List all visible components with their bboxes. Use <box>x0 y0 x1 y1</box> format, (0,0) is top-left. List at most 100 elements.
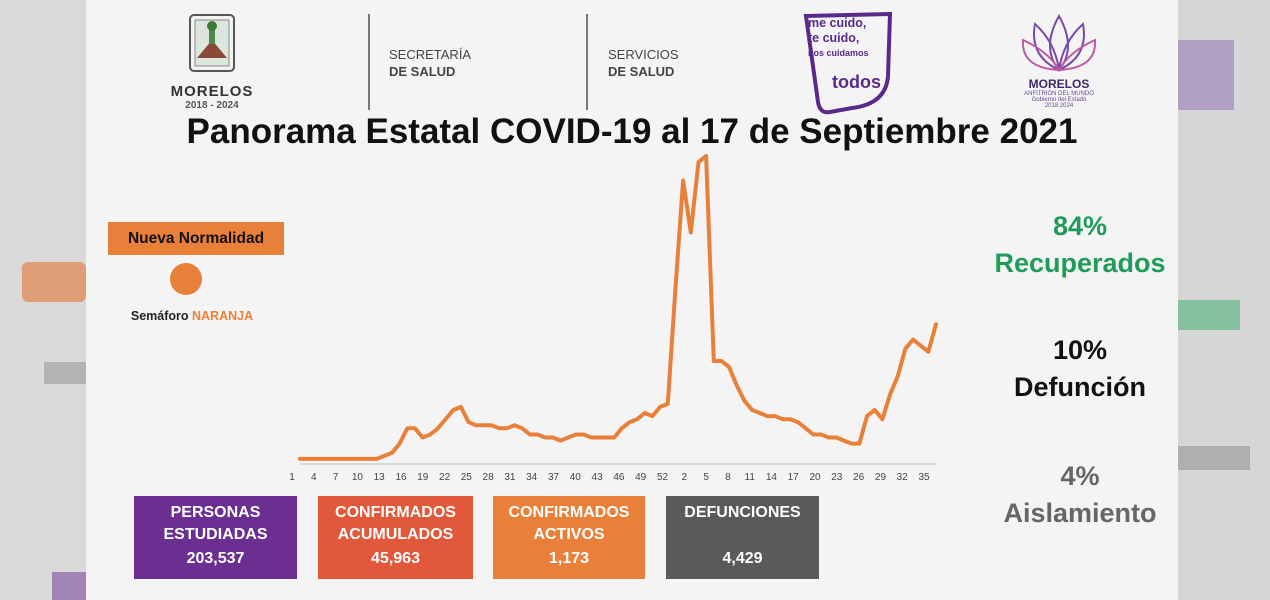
coat-of-arms-icon <box>189 14 235 72</box>
data-point <box>781 418 784 421</box>
x-tick-label: 52 <box>657 472 669 483</box>
data-point <box>352 457 355 461</box>
data-point <box>383 454 386 458</box>
anfitrion-sub1: ANFITRIÓN DEL MUNDO <box>1024 91 1094 97</box>
data-point <box>613 436 616 439</box>
data-point <box>697 160 700 164</box>
x-tick-label: 35 <box>918 472 930 483</box>
data-point <box>674 286 677 289</box>
semaforo-value: NARANJA <box>192 309 254 323</box>
series-line <box>298 154 938 461</box>
lotus-flower-icon <box>1021 13 1097 72</box>
anfitrion-name: MORELOS <box>1028 77 1090 91</box>
servicios-line2: DE SALUD <box>608 64 675 79</box>
data-point <box>773 414 777 418</box>
data-point <box>904 347 907 350</box>
morelos-anfitrion-logo: MORELOS ANFITRIÓN DEL MUNDO Gobierno del… <box>1004 12 1114 109</box>
anfitrion-sub3: 2018 2024 <box>1044 103 1074 109</box>
confirmados-acumulados-box: CONFIRMADOS ACUMULADOS 45,963 <box>318 496 473 579</box>
data-point <box>842 439 846 442</box>
data-point <box>551 436 555 439</box>
data-point <box>375 457 378 461</box>
x-tick-label: 43 <box>592 472 604 483</box>
data-point <box>888 393 892 396</box>
data-point <box>337 457 340 461</box>
x-tick-label: 11 <box>745 472 756 483</box>
x-tick-label: 29 <box>875 472 887 483</box>
data-point <box>482 424 486 427</box>
data-point <box>636 418 639 421</box>
x-tick-label: 28 <box>483 472 495 483</box>
data-point <box>766 414 769 418</box>
servicios-line1: SERVICIOS <box>608 47 679 62</box>
cuido-line3: nos cuidamos <box>808 48 869 58</box>
blurred-shape <box>44 362 86 384</box>
data-point <box>643 411 646 415</box>
box-value: 203,537 <box>186 550 245 567</box>
secretaria-de-salud: SECRETARÍA DE SALUD <box>389 46 471 80</box>
blurred-shape <box>1178 446 1250 470</box>
data-point <box>306 457 309 461</box>
data-point <box>727 365 731 369</box>
x-tick-label: 16 <box>395 472 407 483</box>
right-background-strip <box>1178 0 1270 600</box>
data-point <box>429 433 432 436</box>
x-tick-label: 14 <box>766 472 778 483</box>
x-tick-label: 37 <box>548 472 560 483</box>
aislamiento-label: Aislamiento <box>1003 498 1157 528</box>
servicios-de-salud: SERVICIOS DE SALUD <box>608 46 679 80</box>
defuncion-label: Defunción <box>1014 372 1146 402</box>
x-tick-label: 25 <box>461 472 473 483</box>
blurred-shape <box>22 262 86 302</box>
data-point <box>505 427 509 430</box>
box-label-line1: CONFIRMADOS <box>508 504 630 521</box>
data-point <box>544 436 547 439</box>
data-point <box>582 433 585 436</box>
data-point <box>873 408 876 412</box>
data-point <box>666 402 669 406</box>
box-label-line2 <box>666 524 819 546</box>
cuido-line2: te cuido, <box>808 31 860 45</box>
blurred-shape <box>1178 300 1240 330</box>
data-point <box>490 424 493 427</box>
x-tick-label: 20 <box>809 472 821 483</box>
data-point <box>298 457 302 461</box>
data-point <box>436 427 440 430</box>
x-tick-label: 13 <box>374 472 386 483</box>
cuido-todos: todos <box>832 72 881 92</box>
data-point <box>444 418 447 421</box>
box-value: 4,429 <box>722 550 763 567</box>
data-point <box>398 442 401 445</box>
data-point <box>314 457 317 461</box>
data-point <box>796 421 800 424</box>
data-point <box>704 154 708 158</box>
data-point <box>574 433 578 436</box>
data-point <box>835 436 838 439</box>
x-tick-label: 46 <box>613 472 625 483</box>
recuperados-stat: 84% Recuperados <box>990 208 1170 282</box>
data-point <box>858 442 861 445</box>
x-tick-label: 31 <box>504 472 516 483</box>
personas-estudiadas-box: PERSONAS ESTUDIADAS 203,537 <box>134 496 297 579</box>
anfitrion-sub2: Gobierno del Estado <box>1031 97 1087 103</box>
box-label-line1: CONFIRMADOS <box>335 504 456 521</box>
data-point <box>467 421 470 424</box>
data-point <box>498 427 501 430</box>
data-point <box>720 359 723 363</box>
x-tick-label: 10 <box>352 472 364 483</box>
x-tick-label: 17 <box>788 472 800 483</box>
data-point <box>658 405 662 409</box>
infographic-slide: MORELOS 2018 - 2024 SECRETARÍA DE SALUD … <box>86 0 1178 600</box>
morelos-name: MORELOS <box>170 83 254 100</box>
divider <box>586 14 588 110</box>
covid-line-chart: 1 4 7 10 13 16 19 22 25 28 31 34 37 40 43 46 49 52 2 5 8 11 14… <box>289 154 938 483</box>
data-point <box>881 418 884 421</box>
speech-bubble-icon <box>803 12 893 115</box>
blurred-shape <box>52 572 86 600</box>
box-label-line1: PERSONAS <box>170 504 261 521</box>
box-label-line2: ACUMULADOS <box>337 526 454 543</box>
data-point <box>865 414 869 418</box>
data-point <box>628 421 631 424</box>
x-tick-label: 49 <box>635 472 647 483</box>
data-point <box>421 436 424 439</box>
